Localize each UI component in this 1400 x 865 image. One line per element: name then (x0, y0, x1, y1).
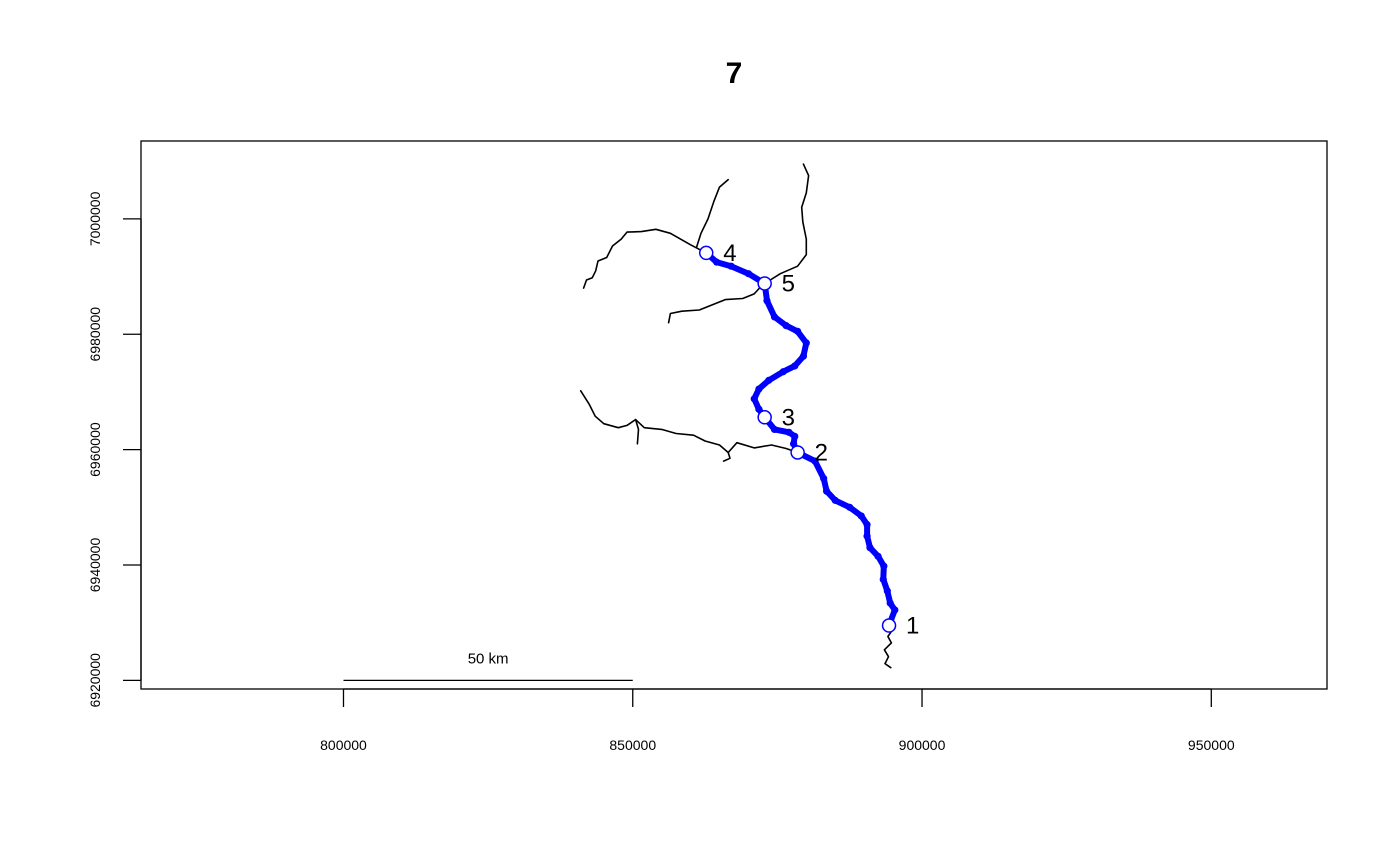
main-path-vertex (863, 532, 871, 540)
main-path-vertex (791, 432, 799, 440)
main-path-vertex (785, 428, 793, 436)
main-path-vertex (886, 599, 894, 607)
main-path-vertex (846, 503, 854, 511)
network-south-west-spur (722, 451, 731, 462)
main-path-vertex (880, 562, 888, 570)
y-tick-label: 7000000 (87, 191, 103, 246)
main-path-vertex (799, 352, 808, 360)
network-west-tributary (579, 389, 799, 454)
main-path-vertex (727, 262, 735, 270)
main-path-vertex (755, 385, 763, 393)
main-path-vertex (883, 587, 891, 595)
x-axis: 800000 850000 900000 950000 (320, 688, 1235, 753)
scale-bar: 50 km (343, 650, 633, 681)
site-label-4: 4 (723, 240, 736, 267)
x-tick-label: 900000 (899, 737, 946, 753)
site-point-1 (881, 618, 897, 633)
river-network (579, 163, 893, 669)
main-path-vertex (866, 544, 874, 552)
main-path-vertex (750, 395, 758, 403)
main-river-path (702, 249, 899, 630)
main-path-vertex (755, 405, 763, 413)
main-path-vertex (763, 297, 771, 305)
site-label-1: 1 (906, 613, 919, 640)
main-path-vertex (744, 270, 753, 278)
x-tick-label: 950000 (1188, 737, 1235, 753)
main-path-vertex (891, 606, 899, 614)
main-path-vertex (802, 339, 810, 347)
y-tick-label: 6940000 (87, 538, 103, 593)
site-label-5: 5 (782, 270, 795, 297)
network-northwest-branch (582, 228, 708, 289)
main-path-vertex (874, 552, 882, 560)
plot-frame (140, 140, 1328, 690)
network-north-branch (695, 178, 730, 249)
y-tick-label: 6980000 (87, 307, 103, 362)
main-path-vertex (782, 321, 790, 330)
main-path-vertex (770, 425, 779, 434)
main-path-vertex (713, 258, 721, 266)
main-path-vertex (811, 457, 819, 465)
main-path-vertex (765, 376, 773, 384)
network-west-tributary-spur (634, 418, 640, 445)
y-axis: 6920000 6940000 6960000 6980000 7000000 (87, 191, 142, 708)
main-path-vertex (863, 521, 871, 529)
main-path-vertex (794, 327, 802, 335)
y-tick-label: 6920000 (87, 653, 103, 708)
site-point-3 (757, 410, 772, 425)
site-label-2: 2 (815, 439, 828, 466)
network-northeast-branch (763, 163, 810, 285)
site-point-2 (790, 445, 805, 460)
site-label-3: 3 (782, 404, 795, 431)
site-point-4 (698, 245, 714, 261)
scale-bar-label: 50 km (468, 650, 509, 667)
main-path-vertex (857, 512, 865, 520)
main-path-vertex (831, 496, 839, 504)
site-point-5 (757, 276, 772, 291)
main-path-vertex (820, 474, 828, 483)
main-path-vertex (822, 487, 831, 495)
main-path-vertex (791, 362, 799, 370)
main-path-vertex (879, 575, 887, 584)
main-path-vertex (770, 313, 779, 321)
x-tick-label: 800000 (320, 737, 367, 753)
main-path-vertex (779, 368, 787, 376)
chart-title: 7 (726, 57, 743, 90)
network-west-lower-branch (667, 281, 766, 324)
main-path-line (703, 249, 898, 629)
x-tick-label: 850000 (609, 737, 656, 753)
y-tick-label: 6960000 (87, 422, 103, 477)
